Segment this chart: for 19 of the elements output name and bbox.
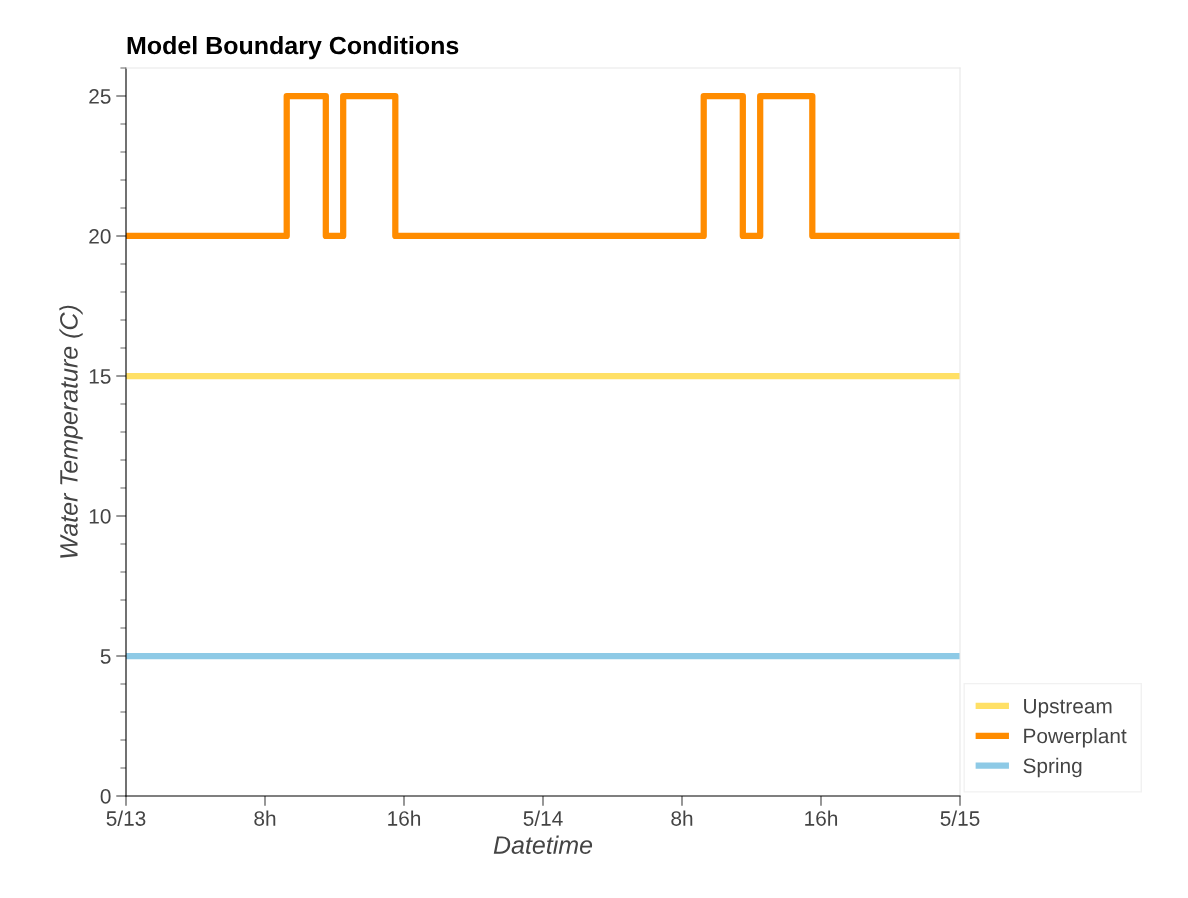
y-tick-label: 20 xyxy=(89,229,111,244)
y-tick-label: 0 xyxy=(100,789,111,804)
x-tick-label: 5/15 xyxy=(940,810,980,826)
legend-label: Powerplant xyxy=(1024,727,1127,748)
legend-label: Upstream xyxy=(1024,698,1112,718)
chart-title: Model Boundary Conditions xyxy=(127,35,459,60)
y-tick-label: 10 xyxy=(89,509,111,524)
x-tick-label: 16h xyxy=(388,810,421,826)
x-tick-label: 5/13 xyxy=(106,810,146,826)
x-tick-label: 16h xyxy=(805,810,838,826)
y-axis-title: Water Temperature (C) xyxy=(59,305,83,558)
x-tick-label: 8h xyxy=(671,810,693,826)
x-tick-label: 8h xyxy=(254,810,276,826)
x-tick-label: 5/14 xyxy=(523,810,563,826)
x-axis-title: Datetime xyxy=(493,835,593,854)
legend-label: Spring xyxy=(1023,757,1082,778)
y-tick-label: 5 xyxy=(100,649,111,664)
y-tick-label: 15 xyxy=(89,369,111,384)
y-tick-label: 25 xyxy=(89,89,111,104)
